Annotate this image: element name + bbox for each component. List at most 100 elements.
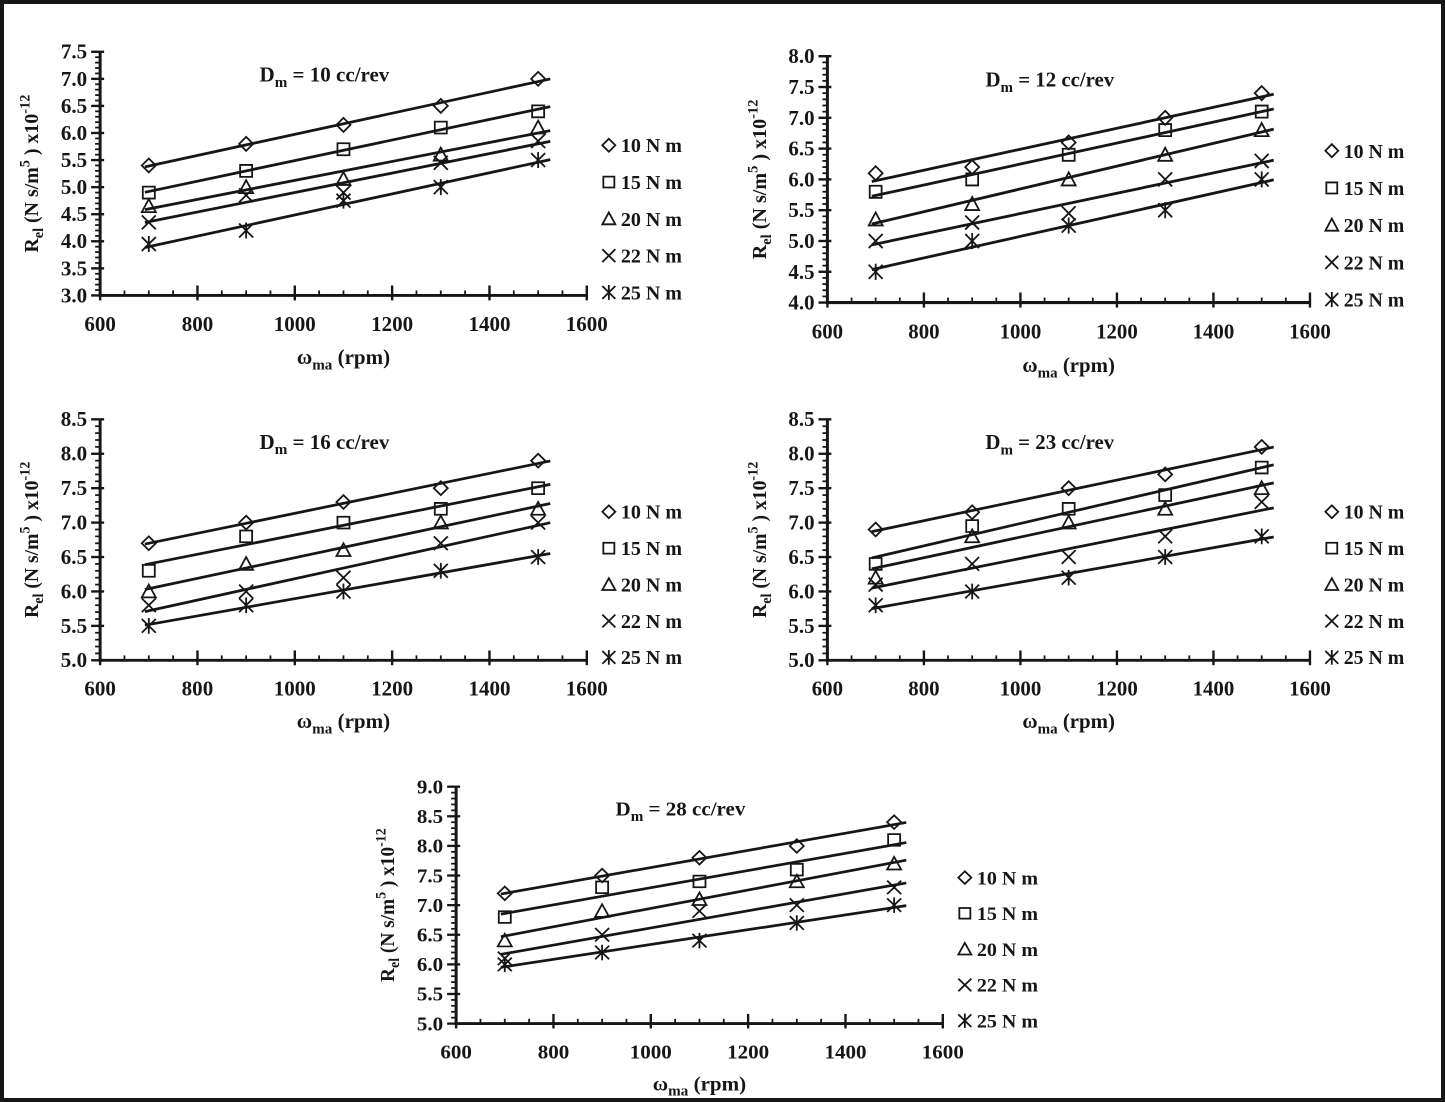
chart-title: Dm = 23 cc/rev — [985, 432, 1114, 458]
series-15-n-m — [141, 104, 551, 200]
x-tick-label: 800 — [908, 320, 939, 344]
y-tick-label: 3.5 — [61, 256, 87, 280]
y-tick-label: 5.5 — [788, 198, 814, 222]
y-tick-label: 4.5 — [61, 202, 87, 226]
trend-line — [871, 178, 1275, 271]
trend-line — [871, 506, 1274, 590]
legend-item-22-n-m: 22 N m — [1324, 252, 1405, 274]
trend-line — [144, 483, 551, 567]
legend: 10 N m 15 N m 20 N m 22 N m 25 N m — [600, 502, 683, 669]
y-tick-label: 4.5 — [788, 260, 814, 284]
y-tick-label: 6.0 — [788, 581, 814, 603]
square-icon — [602, 541, 616, 555]
chart-dm-28-cc-rev: 600 800 1000 1200 1400 1600 5.0 5.5 6.0 6.5 7.0 7.5… — [372, 748, 1078, 1100]
x-tick-label: 1200 — [1096, 320, 1138, 344]
legend-item-25-n-m: 25 N m — [957, 1011, 1039, 1032]
legend: 10 N m 15 N m 20 N m 22 N m 25 N m — [956, 868, 1039, 1032]
trend-line — [144, 552, 551, 627]
legend-label: 20 N m — [1344, 575, 1405, 597]
trend-line — [144, 105, 551, 194]
y-tick-label: 8.0 — [61, 442, 87, 466]
y-tick-label: 5.5 — [417, 984, 443, 1006]
square-markers — [868, 460, 1269, 571]
series-15-n-m — [868, 460, 1275, 571]
x-markers — [141, 133, 546, 230]
diamond-icon — [1324, 142, 1340, 159]
trend-line — [500, 821, 907, 896]
triangle-icon — [600, 210, 617, 226]
diamond-icon — [601, 137, 617, 153]
y-axis-label: Rel (N s/m5 ) x10-12 — [745, 462, 775, 618]
x-axis-label: ωma (rpm) — [653, 1074, 746, 1100]
legend-label: 22 N m — [1344, 252, 1405, 274]
y-tick-label: 6.5 — [61, 545, 87, 569]
series-25-n-m — [868, 528, 1274, 614]
triangle-icon — [600, 576, 617, 591]
trend-line — [144, 521, 551, 613]
chart-title: Dm = 16 cc/rev — [260, 430, 390, 458]
chart-title: Dm = 28 cc/rev — [616, 799, 746, 825]
y-tick-label: 3.0 — [61, 283, 87, 307]
diamond-markers — [867, 84, 1270, 182]
x-axis-ticks: 600 800 1000 1200 1400 1600 — [812, 292, 1331, 344]
legend-label: 10 N m — [621, 135, 683, 157]
y-tick-label: 8.0 — [417, 836, 443, 858]
legend-label: 20 N m — [1344, 215, 1405, 237]
square-icon — [1325, 181, 1339, 195]
series-15-n-m — [141, 481, 551, 578]
x-axis-ticks: 600 800 1000 1200 1400 1600 — [84, 285, 608, 336]
legend-item-10-n-m: 10 N m — [1324, 141, 1405, 163]
asterisk-icon — [601, 284, 616, 300]
trend-line — [144, 140, 551, 224]
legend-item-15-n-m: 15 N m — [958, 903, 1039, 925]
trend-line — [871, 127, 1275, 226]
legend-label: 22 N m — [621, 246, 683, 268]
x-tick-label: 1400 — [468, 677, 510, 701]
asterisk-icon — [601, 649, 616, 665]
diamond-markers — [140, 452, 547, 552]
y-axis-label: Rel (N s/m5 ) x10-12 — [373, 828, 403, 982]
square-icon — [1325, 541, 1339, 555]
chart-title: Dm = 12 cc/rev — [985, 67, 1114, 96]
y-axis-ticks: 5.0 5.5 6.0 6.5 7.0 7.5 8.0 8.5 — [61, 407, 105, 672]
series-10-n-m — [140, 70, 551, 174]
chart-dm-28-svg: 600 800 1000 1200 1400 1600 5.0 5.5 6.0 6.5 7.0 7.5… — [373, 777, 1039, 1100]
x-axis-label: ωma (rpm) — [1022, 353, 1115, 382]
diamond-icon — [601, 504, 617, 520]
y-tick-label: 7.5 — [61, 476, 87, 500]
trend-line — [500, 881, 907, 956]
x-icon — [1324, 255, 1339, 270]
legend-label: 22 N m — [621, 611, 683, 633]
y-tick-label: 8.5 — [788, 409, 814, 431]
x-axis-ticks: 600 800 1000 1200 1400 1600 — [812, 650, 1331, 701]
x-icon — [957, 978, 972, 992]
x-icon — [1324, 613, 1339, 628]
chart-dm-12-cc-rev: 600 800 1000 1200 1400 1600 4.0 4.5 5.0 5.5 6.0 6.5… — [744, 16, 1441, 382]
y-tick-label: 8.5 — [417, 806, 443, 828]
y-tick-label: 8.5 — [61, 407, 87, 431]
diamond-icon — [957, 870, 973, 886]
y-axis-label: Rel (N s/m5 ) x10-12 — [18, 462, 48, 618]
legend-item-20-n-m: 20 N m — [956, 939, 1039, 961]
x-tick-label: 600 — [84, 312, 116, 336]
diamond-markers — [140, 70, 547, 174]
legend-label: 10 N m — [1344, 141, 1405, 163]
x-tick-label: 800 — [182, 677, 214, 701]
x-tick-label: 600 — [812, 679, 843, 701]
triangle-icon — [1323, 576, 1340, 591]
chart-dm-10-svg: 600 800 1000 1200 1400 1600 3.0 3.5 4.0 4.5 5.0 5.5… — [18, 40, 683, 374]
axes — [825, 56, 1310, 305]
triangle-markers — [867, 121, 1271, 227]
series-25-n-m — [141, 152, 551, 252]
y-tick-label: 7.5 — [417, 866, 443, 888]
y-axis-label: Rel (N s/m5 ) x10-12 — [746, 100, 775, 260]
chart-dm-16-cc-rev: 600 800 1000 1200 1400 1600 5.0 5.5 6.0 6.5 7.0 7.5… — [16, 380, 722, 738]
x-tick-label: 1400 — [824, 1042, 866, 1064]
y-tick-label: 6.5 — [417, 925, 443, 947]
x-tick-label: 600 — [812, 320, 843, 344]
y-tick-label: 6.5 — [61, 94, 87, 118]
x-tick-label: 800 — [538, 1042, 570, 1064]
x-markers — [868, 153, 1270, 249]
x-tick-label: 1000 — [274, 312, 316, 336]
trend-line — [871, 92, 1275, 183]
